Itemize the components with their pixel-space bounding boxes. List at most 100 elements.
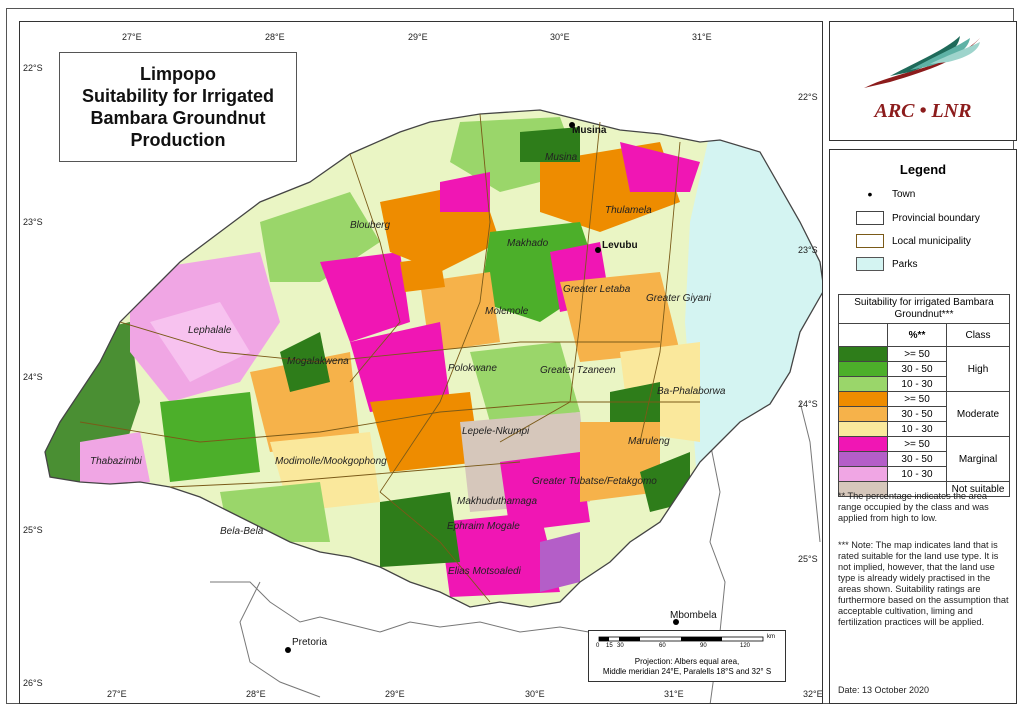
suitability-swatch: [838, 421, 888, 437]
legend-label: Provincial boundary: [892, 212, 980, 224]
class-header: Class: [946, 323, 1010, 347]
municipality-label: Greater Tzaneen: [540, 365, 616, 376]
town-marker-musina: [569, 122, 575, 128]
suitability-pct: 30 - 50: [887, 361, 947, 377]
suitability-pct: 30 - 50: [887, 451, 947, 467]
note-percentage: ** The percentage indicates the area ran…: [838, 491, 989, 523]
scalebar-unit: km: [767, 634, 775, 640]
municipality-label: Greater Letaba: [563, 284, 631, 295]
tick-right: 25°S: [798, 554, 818, 564]
suitability-pct: 10 - 30: [887, 376, 947, 392]
tick-left: 25°S: [23, 525, 43, 535]
logo-swoosh-icon: [864, 36, 980, 88]
tick-bottom: 31°E: [664, 689, 684, 699]
municipality-label: Ba-Phalaborwa: [657, 386, 726, 397]
tick-top: 30°E: [550, 32, 570, 42]
town-marker-levubu: [595, 247, 601, 253]
arc-logo: ARC • LNR: [829, 21, 1017, 141]
scalebar-label: 60: [659, 643, 666, 649]
scalebar-label: 120: [740, 643, 751, 649]
title-line: Production: [130, 130, 226, 150]
scalebar-label: 15: [606, 643, 613, 649]
legend-town: • Town: [856, 186, 916, 202]
tick-top: 27°E: [122, 32, 142, 42]
scalebar-label: 90: [700, 643, 707, 649]
swatch-header: [838, 323, 888, 347]
town-label-musina: Musina: [572, 125, 607, 136]
note-disclaimer: *** Note: The map indicates land that is…: [838, 540, 1009, 627]
municipality-label: Molemole: [485, 306, 529, 317]
class-moderate: Moderate: [946, 391, 1010, 437]
municipality-label: Maruleng: [628, 436, 670, 447]
suitability-swatch: [838, 436, 888, 452]
municipality-label: Musina: [545, 152, 578, 163]
tick-right: 24°S: [798, 399, 818, 409]
tick-bottom: 28°E: [246, 689, 266, 699]
tick-left: 26°S: [23, 678, 43, 688]
town-marker-mbombela: [673, 619, 679, 625]
tick-top: 29°E: [408, 32, 428, 42]
municipality-label: Makhuduthamaga: [457, 496, 537, 507]
municipality-label: Lephalale: [188, 325, 232, 336]
provincial-boundary: [44, 109, 822, 608]
legend-parks: Parks: [856, 256, 918, 272]
legend-panel: Legend • Town Provincial boundary Local …: [829, 149, 1017, 704]
pct-header: %**: [887, 323, 947, 347]
logo-text: ARC • LNR: [874, 100, 972, 122]
class-not-suitable: Not suitable: [946, 481, 1010, 497]
suitability-pct: >= 50: [887, 436, 947, 452]
map-canvas: Musina Levubu Pretoria Mbombela Musina T…: [44, 109, 822, 703]
municipality-label: Thabazimbi: [90, 456, 142, 467]
suitability-swatch: [838, 376, 888, 392]
suitability-swatch: [838, 451, 888, 467]
date-label: Date: 13 October 2020: [838, 685, 930, 695]
town-label-levubu: Levubu: [602, 240, 638, 251]
suitability-swatch: [838, 466, 888, 482]
tick-right: 23°S: [798, 245, 818, 255]
scalebar-label: 0: [596, 643, 600, 649]
suitability-swatch: [838, 481, 888, 497]
legend-label: Town: [892, 188, 916, 200]
suitability-swatch: [838, 346, 888, 362]
municipality-label: Makhado: [507, 238, 549, 249]
tick-top: 28°E: [265, 32, 285, 42]
tick-bottom: 27°E: [107, 689, 127, 699]
tick-left: 23°S: [23, 217, 43, 227]
parks-swatch: [856, 257, 884, 271]
municipality-label: Modimolle/Mookgophong: [275, 456, 387, 467]
municipality-label: Greater Tubatse/Fetakgomo: [532, 476, 657, 487]
class-high: High: [946, 346, 1010, 392]
suitability-swatch: [838, 406, 888, 422]
suitability-table: Suitability for irrigated Bambara Ground…: [838, 294, 1010, 497]
scalebar-box: 0 15 30 60 90 120 km Projection: Albers …: [588, 630, 786, 682]
town-marker-pretoria: [285, 647, 291, 653]
tick-bottom: 29°E: [385, 689, 405, 699]
suitability-pct: 30 - 50: [887, 406, 947, 422]
map-frame: Musina Levubu Pretoria Mbombela Musina T…: [19, 21, 823, 704]
town-label-mbombela: Mbombela: [670, 610, 717, 621]
suitability-pct: >= 50: [887, 391, 947, 407]
projection-text: Projection: Albers equal area, Middle me…: [589, 657, 785, 677]
suitability-swatch: [838, 391, 888, 407]
legend-provincial-boundary: Provincial boundary: [856, 210, 980, 226]
scalebar-label: 30: [617, 643, 624, 649]
municipality-label: Thulamela: [605, 205, 652, 216]
tick-left: 22°S: [23, 63, 43, 73]
municipality-label: Ephraim Mogale: [447, 521, 520, 532]
municipality-label: Blouberg: [350, 220, 390, 231]
class-marginal: Marginal: [946, 436, 1010, 482]
tick-bottom: 32°E: [803, 689, 823, 699]
municipality-label: Bela-Bela: [220, 526, 264, 537]
legend-label: Local municipality: [892, 235, 971, 247]
town-label-pretoria: Pretoria: [292, 637, 327, 648]
municipality-label: Elias Motsoaledi: [448, 566, 522, 577]
legend-title: Legend: [899, 162, 947, 177]
suitability-pct: 10 - 30: [887, 466, 947, 482]
local-municipality-boundaries: [79, 113, 700, 603]
municipality-label: Greater Giyani: [646, 293, 712, 304]
scalebar: [598, 636, 764, 642]
legend-label: Parks: [892, 258, 918, 270]
title-line: Limpopo: [140, 64, 216, 84]
tick-bottom: 30°E: [525, 689, 545, 699]
tick-right: 22°S: [798, 92, 818, 102]
